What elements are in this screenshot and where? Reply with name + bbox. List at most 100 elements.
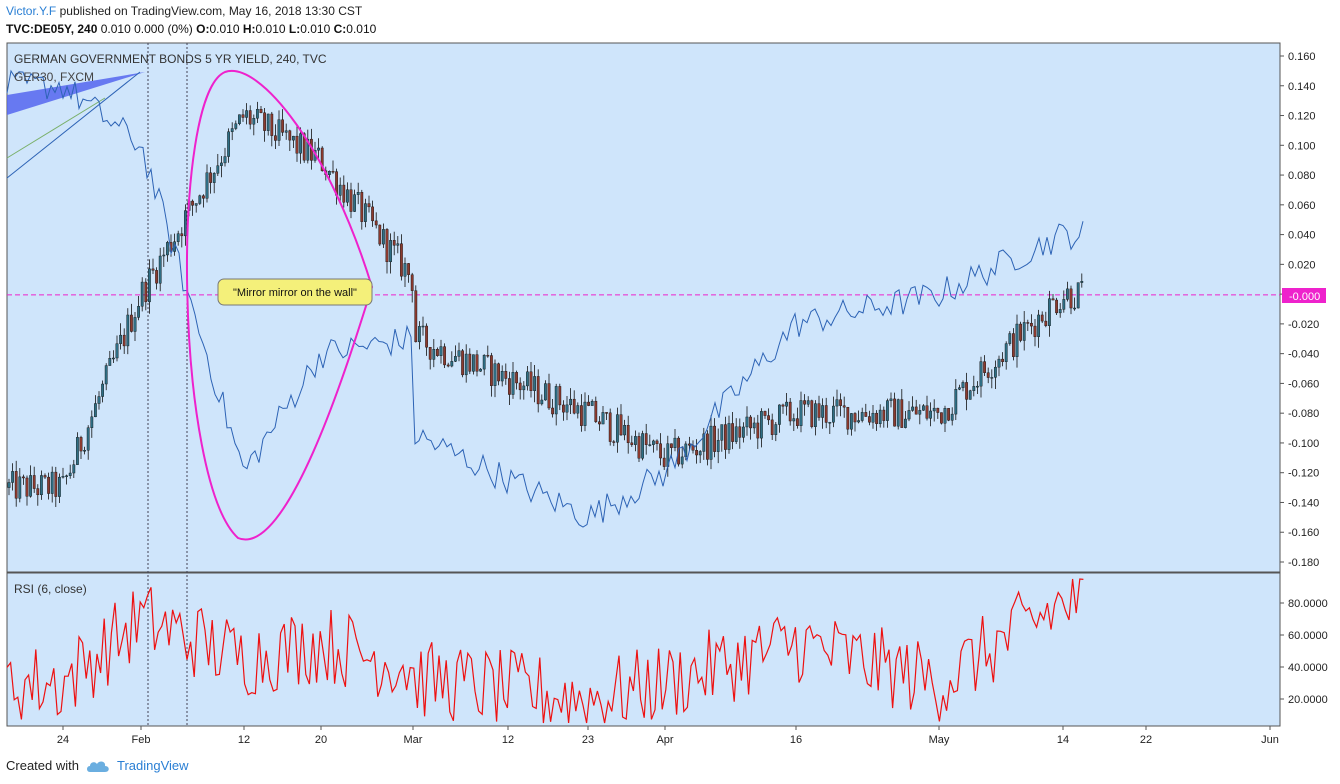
candle-body — [871, 412, 875, 423]
candle-body — [295, 135, 299, 154]
candle-body — [468, 353, 472, 372]
candle-body — [1029, 322, 1033, 327]
candle-body — [554, 386, 558, 415]
candle-body — [961, 382, 965, 388]
candle-body — [781, 404, 785, 407]
candle-body — [162, 254, 166, 257]
main-pane[interactable] — [6, 42, 1281, 573]
candle-body — [165, 242, 169, 256]
rsi-line — [6, 578, 1084, 724]
y-tick-label: 0.040 — [1288, 230, 1316, 242]
candle-body — [767, 415, 771, 421]
rsi-tick-label: 20.0000 — [1288, 694, 1328, 706]
candle-body — [626, 425, 630, 444]
candle-body — [83, 450, 87, 452]
candle-body — [428, 347, 432, 360]
candle-body — [490, 355, 493, 386]
candle-body — [421, 325, 425, 328]
y-tick-label: 0.100 — [1288, 140, 1316, 152]
candle-body — [1047, 298, 1051, 326]
candle-body — [1076, 282, 1080, 309]
candle-body — [450, 361, 454, 367]
low-label: L: — [288, 22, 301, 36]
candle-body — [396, 243, 400, 246]
candle-body — [670, 443, 673, 448]
candle-body — [133, 317, 137, 332]
author-link[interactable]: Victor.Y.F — [6, 4, 57, 18]
candle-body — [900, 399, 904, 428]
candle-body — [731, 423, 735, 442]
candle-body — [1001, 358, 1005, 362]
candle-body — [151, 268, 155, 271]
tradingview-brand[interactable]: TradingView — [116, 758, 189, 773]
candle-body — [252, 118, 256, 125]
candle-body — [75, 437, 79, 465]
candle-body — [968, 390, 972, 400]
candle-body — [713, 425, 717, 452]
candle-body — [680, 456, 684, 465]
candle-body — [58, 476, 61, 497]
candle-body — [219, 162, 223, 166]
candle-body — [860, 412, 864, 421]
candle-body — [630, 442, 634, 445]
candle-body — [54, 471, 58, 497]
candle-body — [745, 416, 749, 428]
candle-body — [371, 206, 374, 222]
candle-body — [176, 233, 180, 242]
candle-body — [209, 172, 212, 183]
candle-body — [839, 399, 843, 406]
candle-body — [378, 224, 382, 245]
candle-body — [29, 475, 32, 497]
y-tick-label: -0.040 — [1288, 349, 1319, 361]
candle-body — [864, 412, 868, 417]
candle-body — [93, 403, 97, 418]
rsi-tick-label: 60.0000 — [1288, 630, 1328, 642]
y-tick-label: 0.080 — [1288, 170, 1316, 182]
candle-body — [277, 119, 281, 141]
candle-body — [752, 422, 756, 429]
candle-body — [479, 368, 482, 372]
publish-info: Victor.Y.F published on TradingView.com,… — [6, 4, 362, 18]
candle-body — [997, 358, 1001, 368]
candle-body — [979, 361, 983, 387]
candle-body — [911, 406, 915, 411]
candle-body — [518, 382, 522, 391]
rsi-tick-label: 80.0000 — [1288, 598, 1328, 610]
candle-body — [778, 404, 781, 425]
candle-body — [284, 130, 288, 133]
candle-body — [500, 371, 504, 382]
candle-body — [342, 184, 346, 203]
candle-body — [918, 410, 922, 415]
candle-body — [216, 165, 220, 174]
candle-body — [79, 437, 83, 452]
candle-body — [25, 477, 29, 497]
candle-body — [562, 404, 565, 413]
candle-body — [641, 433, 645, 459]
candle-body — [281, 119, 284, 133]
candle-body — [976, 385, 979, 388]
rsi-pane[interactable] — [6, 572, 1281, 727]
mirror-annotation[interactable]: "Mirror mirror on the wall" — [217, 278, 373, 306]
candle-body — [115, 343, 119, 359]
candle-body — [1058, 309, 1062, 314]
candle-body — [698, 451, 702, 456]
symbol-label: TVC:DE05Y, 240 — [6, 22, 98, 36]
candle-body — [504, 371, 508, 379]
candle-body — [446, 364, 450, 367]
overlay-label: GER30, FXCM — [14, 70, 94, 84]
candle-body — [97, 396, 101, 404]
candle-body — [821, 405, 825, 418]
candle-body — [43, 475, 47, 478]
candle-body — [86, 427, 90, 451]
candle-body — [760, 411, 763, 439]
candle-body — [1004, 343, 1008, 362]
candle-body — [65, 475, 69, 477]
candle-body — [457, 350, 461, 357]
candle-body — [623, 425, 627, 436]
candle-body — [994, 366, 997, 378]
candle-body — [929, 410, 933, 419]
high-value: 0.010 — [255, 22, 286, 36]
candle-body — [385, 229, 389, 263]
candle-body — [709, 425, 713, 460]
